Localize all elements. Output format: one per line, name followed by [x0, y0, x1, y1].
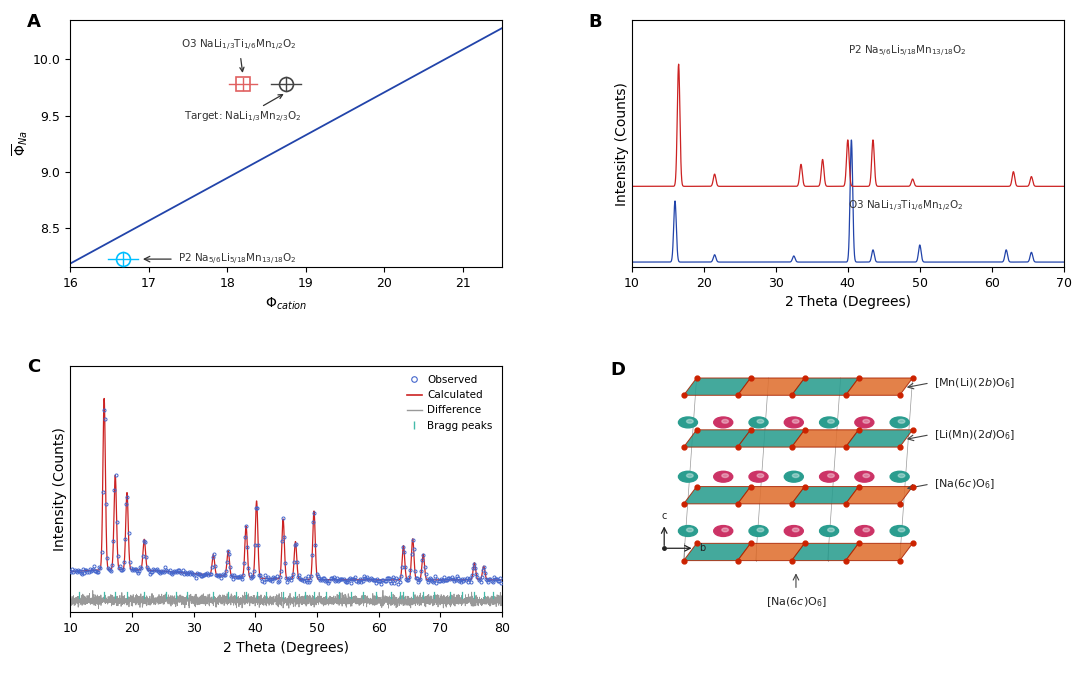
Text: [Na(6$c$)O$_6$]: [Na(6$c$)O$_6$]	[766, 596, 826, 610]
Polygon shape	[738, 430, 805, 447]
Circle shape	[687, 528, 693, 532]
Text: A: A	[27, 13, 41, 31]
Polygon shape	[738, 487, 805, 504]
Circle shape	[899, 474, 905, 478]
Circle shape	[855, 417, 874, 428]
Polygon shape	[738, 378, 805, 395]
Circle shape	[757, 528, 764, 532]
Polygon shape	[738, 543, 805, 561]
Circle shape	[678, 471, 698, 482]
Circle shape	[820, 417, 838, 428]
Circle shape	[750, 417, 768, 428]
Polygon shape	[684, 487, 751, 504]
Text: D: D	[610, 361, 625, 379]
Circle shape	[899, 528, 905, 532]
Polygon shape	[792, 487, 859, 504]
X-axis label: 2 Theta (Degrees): 2 Theta (Degrees)	[785, 295, 910, 309]
Text: [Na(6$c$)O$_6$]: [Na(6$c$)O$_6$]	[934, 477, 995, 491]
Circle shape	[793, 474, 799, 478]
Circle shape	[784, 471, 804, 482]
Legend: Observed, Calculated, Difference, Bragg peaks: Observed, Calculated, Difference, Bragg …	[403, 371, 497, 435]
Circle shape	[687, 474, 693, 478]
Circle shape	[890, 471, 909, 482]
Polygon shape	[792, 543, 859, 561]
Text: [Mn(Li)(2$b$)O$_6$]: [Mn(Li)(2$b$)O$_6$]	[934, 376, 1015, 390]
Circle shape	[827, 474, 835, 478]
Circle shape	[863, 419, 869, 423]
Circle shape	[687, 419, 693, 423]
Circle shape	[793, 528, 799, 532]
Polygon shape	[792, 378, 859, 395]
Circle shape	[757, 419, 764, 423]
Circle shape	[827, 419, 835, 423]
Text: c: c	[662, 511, 666, 521]
X-axis label: $\Phi_{cation}$: $\Phi_{cation}$	[265, 295, 308, 312]
Circle shape	[855, 526, 874, 536]
Circle shape	[721, 419, 729, 423]
Circle shape	[863, 528, 869, 532]
Circle shape	[714, 471, 732, 482]
Circle shape	[827, 528, 835, 532]
Y-axis label: Intensity (Counts): Intensity (Counts)	[615, 81, 629, 205]
Text: C: C	[27, 358, 40, 376]
Circle shape	[721, 474, 729, 478]
Y-axis label: Intensity (Counts): Intensity (Counts)	[53, 427, 67, 551]
Text: [Li(Mn)(2$d$)O$_6$]: [Li(Mn)(2$d$)O$_6$]	[934, 428, 1015, 441]
Circle shape	[820, 471, 838, 482]
Text: P2 Na$_{5/6}$Li$_{5/18}$Mn$_{13/18}$O$_2$: P2 Na$_{5/6}$Li$_{5/18}$Mn$_{13/18}$O$_2…	[178, 252, 297, 267]
Circle shape	[890, 417, 909, 428]
Circle shape	[750, 526, 768, 536]
Circle shape	[714, 417, 732, 428]
Polygon shape	[684, 378, 751, 395]
Polygon shape	[846, 487, 913, 504]
Y-axis label: $\overline{\Phi}_{Na}$: $\overline{\Phi}_{Na}$	[10, 131, 30, 156]
X-axis label: 2 Theta (Degrees): 2 Theta (Degrees)	[224, 641, 349, 655]
Polygon shape	[792, 430, 859, 447]
Circle shape	[678, 417, 698, 428]
Polygon shape	[846, 378, 913, 395]
Polygon shape	[684, 543, 751, 561]
Circle shape	[714, 526, 732, 536]
Circle shape	[855, 471, 874, 482]
Text: Target: NaLi$_{1/3}$Mn$_{2/3}$O$_2$: Target: NaLi$_{1/3}$Mn$_{2/3}$O$_2$	[185, 95, 301, 125]
Text: b: b	[699, 543, 705, 553]
Circle shape	[793, 419, 799, 423]
Text: O3 NaLi$_{1/3}$Ti$_{1/6}$Mn$_{1/2}$O$_2$: O3 NaLi$_{1/3}$Ti$_{1/6}$Mn$_{1/2}$O$_2$	[848, 199, 963, 214]
Circle shape	[890, 526, 909, 536]
Text: B: B	[589, 13, 603, 31]
Polygon shape	[846, 543, 913, 561]
Circle shape	[784, 526, 804, 536]
Circle shape	[721, 528, 729, 532]
Circle shape	[899, 419, 905, 423]
Circle shape	[784, 417, 804, 428]
Circle shape	[678, 526, 698, 536]
Circle shape	[750, 471, 768, 482]
Text: P2 Na$_{5/6}$Li$_{5/18}$Mn$_{13/18}$O$_2$: P2 Na$_{5/6}$Li$_{5/18}$Mn$_{13/18}$O$_2…	[848, 44, 967, 59]
Circle shape	[820, 526, 838, 536]
Text: O3 NaLi$_{1/3}$Ti$_{1/6}$Mn$_{1/2}$O$_2$: O3 NaLi$_{1/3}$Ti$_{1/6}$Mn$_{1/2}$O$_2$	[181, 38, 297, 71]
Circle shape	[863, 474, 869, 478]
Polygon shape	[684, 430, 751, 447]
Circle shape	[757, 474, 764, 478]
Polygon shape	[846, 430, 913, 447]
